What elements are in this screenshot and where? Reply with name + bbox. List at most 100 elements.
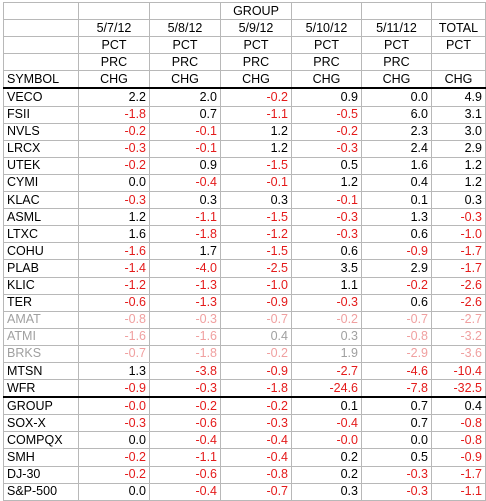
value-cell: -1.2 — [78, 276, 150, 295]
total-cell: 4.9 — [431, 87, 486, 107]
value-cell: -0.4 — [220, 431, 292, 450]
total-cell: 3.0 — [431, 122, 486, 141]
table-row: WFR -0.9 -0.3 -1.8 -24.6 -7.8 -32.5 — [3, 379, 486, 398]
pct-header: PCT — [220, 36, 292, 55]
value-cell: 2.0 — [149, 87, 221, 107]
symbol-cell: LRCX — [3, 139, 79, 158]
table-row: KLAC -0.3 0.3 0.3 -0.1 0.1 0.3 — [3, 191, 486, 210]
value-cell: -0.7 — [220, 482, 292, 501]
prc-header: PRC — [220, 53, 292, 72]
table-row: BRKS -0.7 -1.8 -0.2 1.9 -2.9 -3.6 — [3, 344, 486, 363]
value-cell: 0.9 — [149, 156, 221, 175]
value-cell: 0.9 — [291, 87, 362, 107]
value-cell: -1.8 — [78, 105, 150, 124]
symbol-cell: FSII — [3, 105, 79, 124]
value-cell: 2.4 — [361, 139, 432, 158]
value-cell: 0.2 — [291, 465, 362, 484]
total-cell: 1.2 — [431, 156, 486, 175]
pct-header: PCT — [361, 36, 432, 55]
table-row: FSII -1.8 0.7 -1.1 -0.5 6.0 3.1 — [3, 105, 486, 124]
table-row: NVLS -0.2 -0.1 1.2 -0.2 2.3 3.0 — [3, 122, 486, 141]
value-cell: 0.7 — [361, 396, 432, 416]
value-cell: 0.7 — [149, 105, 221, 124]
symbol-cell: KLIC — [3, 276, 79, 295]
value-cell: -0.2 — [361, 276, 432, 295]
symbol-cell: COHU — [3, 242, 79, 261]
index-row: SOX-X -0.3 -0.6 -0.3 -0.4 0.7 -0.8 — [3, 414, 486, 433]
value-cell: -0.2 — [220, 396, 292, 416]
symbol-cell: VECO — [3, 87, 79, 107]
pct-header: PCT — [431, 36, 486, 55]
value-cell: 1.2 — [291, 173, 362, 193]
value-cell: 0.5 — [291, 156, 362, 175]
value-cell: -2.5 — [220, 259, 292, 278]
value-cell: -1.8 — [220, 379, 292, 398]
table-row: UTEK -0.2 0.9 -1.5 0.5 1.6 1.2 — [3, 156, 486, 175]
total-cell: 0.3 — [431, 191, 486, 210]
value-cell: 1.2 — [78, 208, 150, 227]
value-cell: 2.2 — [78, 87, 150, 107]
table-row: LRCX -0.3 -0.1 1.2 -0.3 2.4 2.9 — [3, 139, 486, 158]
value-cell: 0.2 — [291, 448, 362, 467]
symbol-header: SYMBOL — [3, 70, 79, 90]
value-cell: 0.0 — [78, 431, 150, 450]
value-cell: -0.3 — [78, 414, 150, 433]
prc-header: PRC — [361, 53, 432, 72]
prc-header: PRC — [149, 53, 221, 72]
value-cell: -0.2 — [220, 344, 292, 363]
value-cell: 0.0 — [361, 431, 432, 450]
symbol-cell: S&P-500 — [3, 482, 79, 501]
table-row: ATMI -1.6 -1.6 0.4 0.3 -0.8 -3.2 — [3, 327, 486, 346]
pct-header: PCT — [291, 36, 362, 55]
table-row: KLIC -1.2 -1.3 -1.0 1.1 -0.2 -2.6 — [3, 276, 486, 295]
value-cell: -4.6 — [361, 361, 432, 381]
symbol-cell: PLAB — [3, 259, 79, 278]
total-cell: 2.9 — [431, 139, 486, 158]
index-row: GROUP -0.0 -0.2 -0.2 0.1 0.7 0.4 — [3, 396, 486, 416]
value-cell: 1.2 — [220, 139, 292, 158]
symbol-cell: GROUP — [3, 396, 79, 416]
value-cell: -0.3 — [78, 139, 150, 158]
value-cell: 1.2 — [220, 122, 292, 141]
value-cell: -0.7 — [220, 310, 292, 329]
value-cell: 0.1 — [291, 396, 362, 416]
value-cell: -0.2 — [78, 122, 150, 141]
total-cell: -3.2 — [431, 327, 486, 346]
value-cell: -0.5 — [291, 105, 362, 124]
value-cell: 1.3 — [78, 361, 150, 381]
index-row: COMPQX 0.0 -0.4 -0.4 -0.0 0.0 -0.8 — [3, 431, 486, 450]
value-cell: 1.6 — [78, 225, 150, 244]
total-cell: -1.7 — [431, 242, 486, 261]
value-cell: -0.1 — [291, 191, 362, 210]
value-cell: -0.8 — [361, 327, 432, 346]
total-cell: -32.5 — [431, 379, 486, 398]
chg-header: CHG — [220, 70, 292, 90]
value-cell: -1.1 — [220, 105, 292, 124]
value-cell: -1.2 — [220, 225, 292, 244]
value-cell: 0.4 — [361, 173, 432, 193]
price-change-table: GROUP 5/7/12 5/8/12 5/9/12 5/10/12 5/11/… — [3, 1, 486, 501]
total-cell: -2.6 — [431, 276, 486, 295]
value-cell: -7.8 — [361, 379, 432, 398]
symbol-cell: ASML — [3, 208, 79, 227]
value-cell: 0.6 — [361, 293, 432, 312]
value-cell: -0.3 — [291, 293, 362, 312]
symbol-cell: TER — [3, 293, 79, 312]
value-cell: 6.0 — [361, 105, 432, 124]
value-cell: 1.7 — [149, 242, 221, 261]
value-cell: -0.3 — [149, 379, 221, 398]
value-cell: -0.9 — [220, 293, 292, 312]
value-cell: -1.1 — [149, 208, 221, 227]
total-cell: -0.3 — [431, 208, 486, 227]
value-cell: -0.1 — [149, 122, 221, 141]
value-cell: -1.6 — [78, 242, 150, 261]
value-cell: 3.5 — [291, 259, 362, 278]
total-cell: -0.8 — [431, 431, 486, 450]
table-row: VECO 2.2 2.0 -0.2 0.9 0.0 4.9 — [3, 87, 486, 107]
value-cell: -0.2 — [78, 448, 150, 467]
value-cell: 0.3 — [220, 191, 292, 210]
symbol-cell: SOX-X — [3, 414, 79, 433]
value-cell: 0.6 — [291, 242, 362, 261]
value-cell: -1.5 — [220, 208, 292, 227]
symbol-cell: SMH — [3, 448, 79, 467]
